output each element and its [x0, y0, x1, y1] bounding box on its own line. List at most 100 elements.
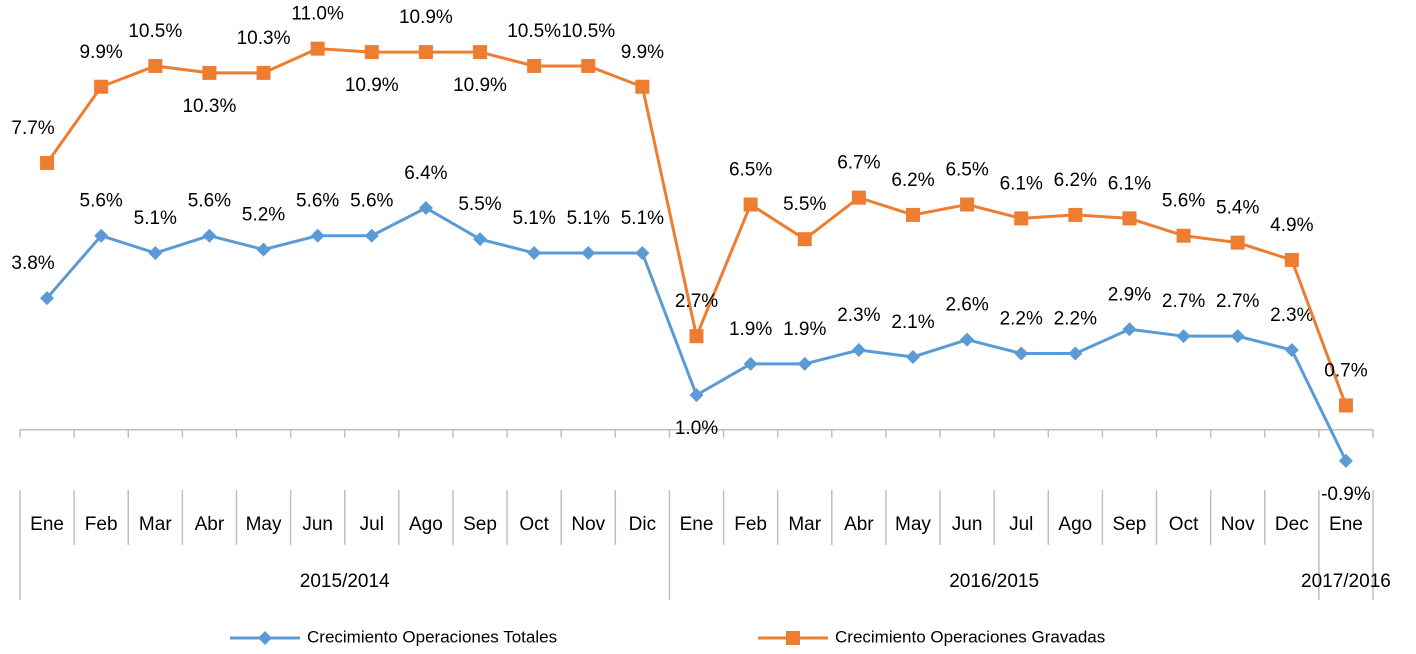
x-tick-label: Dic [629, 514, 656, 535]
data-label: 11.0% [291, 4, 344, 25]
data-point [202, 228, 217, 243]
data-label: 5.6% [188, 191, 231, 212]
data-label: 2.3% [837, 305, 880, 326]
data-label: 6.1% [1000, 173, 1043, 194]
x-tick-label: Ago [1058, 514, 1092, 535]
data-point [527, 246, 542, 261]
data-point [1122, 322, 1137, 337]
data-label: 9.9% [80, 42, 123, 63]
data-point [202, 65, 217, 80]
x-tick-label: Jul [360, 514, 384, 535]
data-label: 10.9% [399, 7, 453, 28]
data-point [94, 79, 109, 94]
data-point [581, 246, 596, 261]
data-point [797, 356, 812, 371]
data-point [743, 197, 758, 212]
data-point [1068, 346, 1083, 361]
x-tick-label: Jun [952, 514, 983, 535]
data-point [473, 45, 488, 60]
data-label: 2.3% [1270, 305, 1313, 326]
group-label: 2016/2015 [949, 571, 1039, 592]
data-label: 1.9% [783, 319, 826, 340]
data-point [148, 246, 163, 261]
data-point [1230, 235, 1245, 250]
data-label: 5.1% [621, 208, 664, 229]
data-label: 6.1% [1108, 173, 1151, 194]
data-label: 2.7% [675, 291, 718, 312]
data-point [418, 45, 433, 60]
data-label: 2.1% [891, 312, 934, 333]
group-label: 2017/2016 [1301, 571, 1391, 592]
data-point [1338, 398, 1353, 413]
data-point [256, 65, 271, 80]
data-label: 1.0% [675, 418, 718, 439]
data-point [851, 343, 866, 358]
data-point [473, 232, 488, 247]
x-tick-label: Ago [409, 514, 443, 535]
data-label: 10.3% [237, 28, 291, 49]
x-tick-label: Jun [302, 514, 333, 535]
x-tick-label: Feb [734, 514, 767, 535]
data-point [1284, 252, 1299, 267]
data-point [1338, 453, 1353, 468]
data-point [689, 329, 704, 344]
data-label: 6.2% [891, 170, 934, 191]
data-label: 10.9% [453, 75, 507, 96]
legend-label: Crecimiento Operaciones Gravadas [835, 627, 1105, 646]
x-tick-label: Feb [85, 514, 118, 535]
x-tick-label: Mar [788, 514, 821, 535]
x-tick-label: Sep [463, 514, 497, 535]
data-label: 6.5% [729, 160, 772, 181]
data-label: 2.9% [1108, 284, 1151, 305]
group-label: 2015/2014 [300, 571, 390, 592]
data-label: 5.4% [1216, 198, 1259, 219]
data-label: 2.7% [1162, 291, 1205, 312]
data-point [364, 228, 379, 243]
data-label: 6.2% [1054, 170, 1097, 191]
x-tick-label: Jul [1009, 514, 1033, 535]
data-label: 2.6% [945, 295, 988, 316]
data-point [40, 155, 55, 170]
data-label: 5.6% [80, 191, 123, 212]
x-tick-label: Mar [139, 514, 172, 535]
x-tick-label: Sep [1113, 514, 1147, 535]
data-point [797, 232, 812, 247]
data-label: 6.4% [404, 163, 447, 184]
data-point [94, 228, 109, 243]
data-point [256, 242, 271, 257]
data-point [1176, 329, 1191, 344]
x-tick-label: Oct [1169, 514, 1199, 535]
data-point [905, 207, 920, 222]
data-point [310, 41, 325, 56]
data-label: 5.2% [242, 205, 285, 226]
data-point [581, 58, 596, 73]
data-point [1176, 228, 1191, 243]
data-point [310, 228, 325, 243]
data-label: 6.5% [945, 160, 988, 181]
data-point [148, 58, 163, 73]
data-point [689, 388, 704, 403]
data-label: 5.6% [1162, 191, 1205, 212]
x-tick-label: Abr [844, 514, 874, 535]
data-point [1068, 207, 1083, 222]
data-point [1014, 346, 1029, 361]
x-tick-label: Nov [571, 514, 605, 535]
data-point [960, 332, 975, 347]
data-label: 5.5% [783, 194, 826, 215]
data-label: 6.7% [837, 153, 880, 174]
data-label: 10.5% [561, 21, 615, 42]
data-label: 7.7% [11, 118, 54, 139]
x-tick-label: Oct [519, 514, 549, 535]
data-label: 9.9% [621, 42, 664, 63]
data-point [1122, 211, 1137, 226]
data-point [635, 79, 650, 94]
data-label: 5.1% [567, 208, 610, 229]
x-tick-label: Ene [30, 514, 64, 535]
data-point [960, 197, 975, 212]
legend-marker [258, 631, 272, 645]
data-point [1230, 329, 1245, 344]
x-tick-label: Dec [1275, 514, 1309, 535]
data-label: 0.7% [1324, 360, 1367, 381]
data-point [635, 246, 650, 261]
